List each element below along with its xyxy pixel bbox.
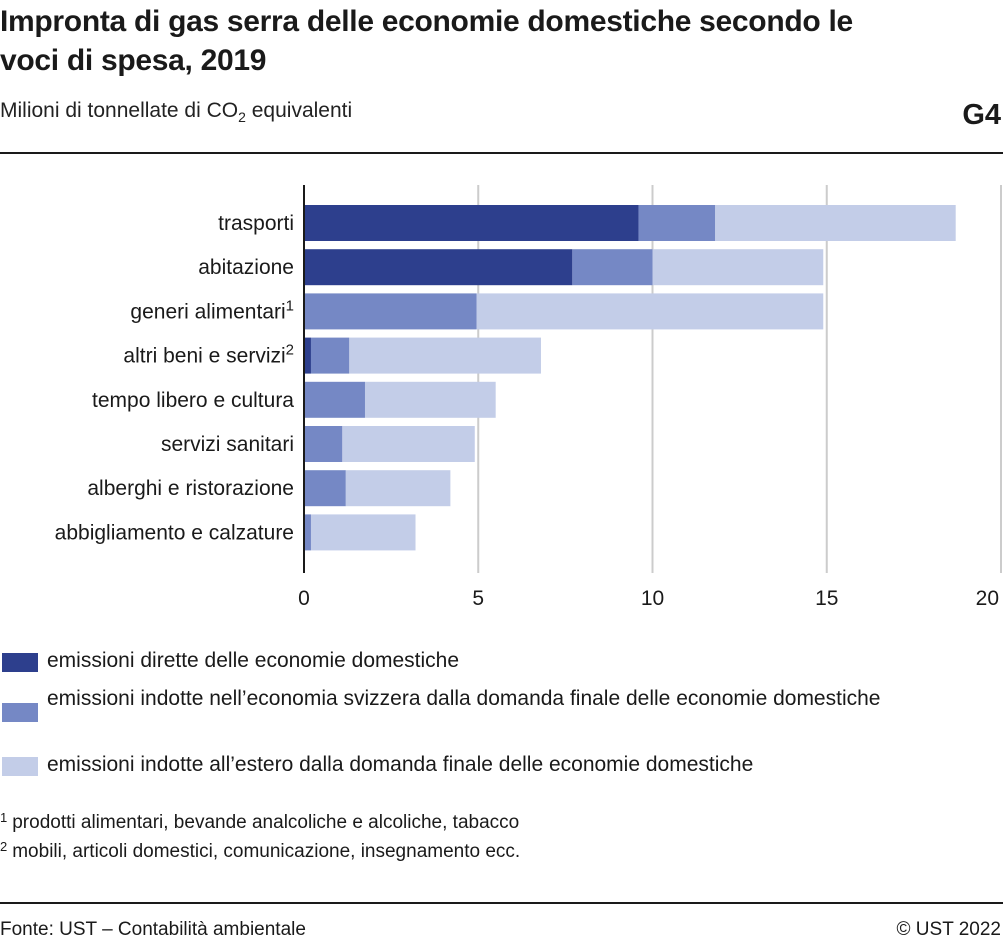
- category-label-tempo-libero-e-cultura: tempo libero e cultura: [92, 389, 294, 412]
- bar-alberghi-e-ristorazione-series-2: [304, 470, 346, 507]
- source-text: Fonte: UST – Contabilità ambientale: [0, 919, 306, 940]
- category-label-servizi-sanitari: servizi sanitari: [161, 433, 294, 456]
- bar-tempo-libero-e-cultura-series-2: [304, 381, 365, 418]
- legend-swatch-direct: [2, 653, 38, 672]
- bar-altri-beni-e-servizi-series-2: [310, 337, 350, 374]
- x-tick-label-20: 20: [976, 587, 999, 610]
- bar-tempo-libero-e-cultura-series-3: [364, 381, 496, 418]
- bar-trasporti-series-3: [715, 205, 956, 241]
- category-label-abitazione: abitazione: [198, 256, 294, 279]
- bar-servizi-sanitari-series-3: [342, 426, 475, 462]
- footnote-2-number: 2: [0, 839, 8, 854]
- footnotes: 1 prodotti alimentari, bevande analcolich…: [0, 806, 520, 864]
- legend-label-direct: emissioni dirette delle economie domesti…: [47, 649, 460, 672]
- footnote-1-text: prodotti alimentari, bevande analcoliche…: [12, 812, 520, 833]
- chart-code: G4: [962, 99, 1001, 131]
- category-label-trasporti: trasporti: [218, 212, 294, 235]
- bar-altri-beni-e-servizi-series-3: [349, 337, 541, 374]
- bar-abitazione-series-3: [652, 249, 824, 286]
- legend-swatch-abroad: [2, 757, 38, 776]
- bar-abitazione-series-2: [572, 249, 653, 286]
- bar-abbigliamento-e-calzature-series-3: [310, 514, 416, 551]
- bar-generi-alimentari-series-2: [304, 293, 477, 330]
- x-tick-label-5: 5: [472, 587, 484, 610]
- bar-alberghi-e-ristorazione-series-3: [345, 470, 451, 507]
- copyright-text: © UST 2022: [896, 919, 1001, 940]
- bar-trasporti-series-1: [304, 205, 639, 241]
- bar-abbigliamento-e-calzature-series-2: [304, 514, 311, 551]
- chart-title: Impronta di gas serra delle economie dom…: [0, 5, 853, 77]
- footer-rule: [0, 902, 1003, 904]
- category-label-abbigliamento-e-calzature: abbigliamento e calzature: [55, 521, 294, 544]
- footnote-1-number: 1: [0, 810, 8, 825]
- subtitle-subscript: 2: [238, 109, 246, 125]
- category-label-altri-beni-e-servizi: altri beni e servizi2: [123, 342, 294, 368]
- x-tick-label-15: 15: [815, 587, 838, 610]
- legend-label-swiss: emissioni indotte nell’economia svizzera…: [47, 687, 881, 710]
- bar-abitazione-series-1: [304, 249, 573, 286]
- subtitle-main: Milioni di tonnellate di CO: [0, 99, 239, 122]
- legend-label-abroad: emissioni indotte all’estero dalla doman…: [47, 753, 754, 776]
- x-tick-label-10: 10: [641, 587, 664, 610]
- header-rule: [0, 152, 1003, 154]
- subtitle-tail: equivalenti: [245, 99, 353, 122]
- bar-servizi-sanitari-series-2: [304, 426, 343, 462]
- bar-chart: trasporti abitazione generi alimentari1 alt…: [55, 185, 1002, 610]
- footnote-2-text: mobili, articoli domestici, comunicazion…: [12, 841, 521, 862]
- bar-trasporti-series-2: [638, 205, 716, 241]
- x-tick-label-0: 0: [298, 587, 310, 610]
- footnote-1: 1 prodotti alimentari, bevande analcolich…: [0, 806, 520, 835]
- bar-generi-alimentari-series-3: [476, 293, 824, 330]
- category-label-generi-alimentari: generi alimentari1: [130, 297, 294, 323]
- bar-altri-beni-e-servizi-series-1: [304, 337, 311, 374]
- category-label-alberghi-e-ristorazione: alberghi e ristorazione: [87, 477, 294, 500]
- legend-swatch-swiss: [2, 703, 38, 722]
- footnote-2: 2 mobili, articoli domestici, comunicazio…: [0, 835, 520, 864]
- chart-subtitle: Milioni di tonnellate di CO2 equivalenti: [0, 98, 352, 130]
